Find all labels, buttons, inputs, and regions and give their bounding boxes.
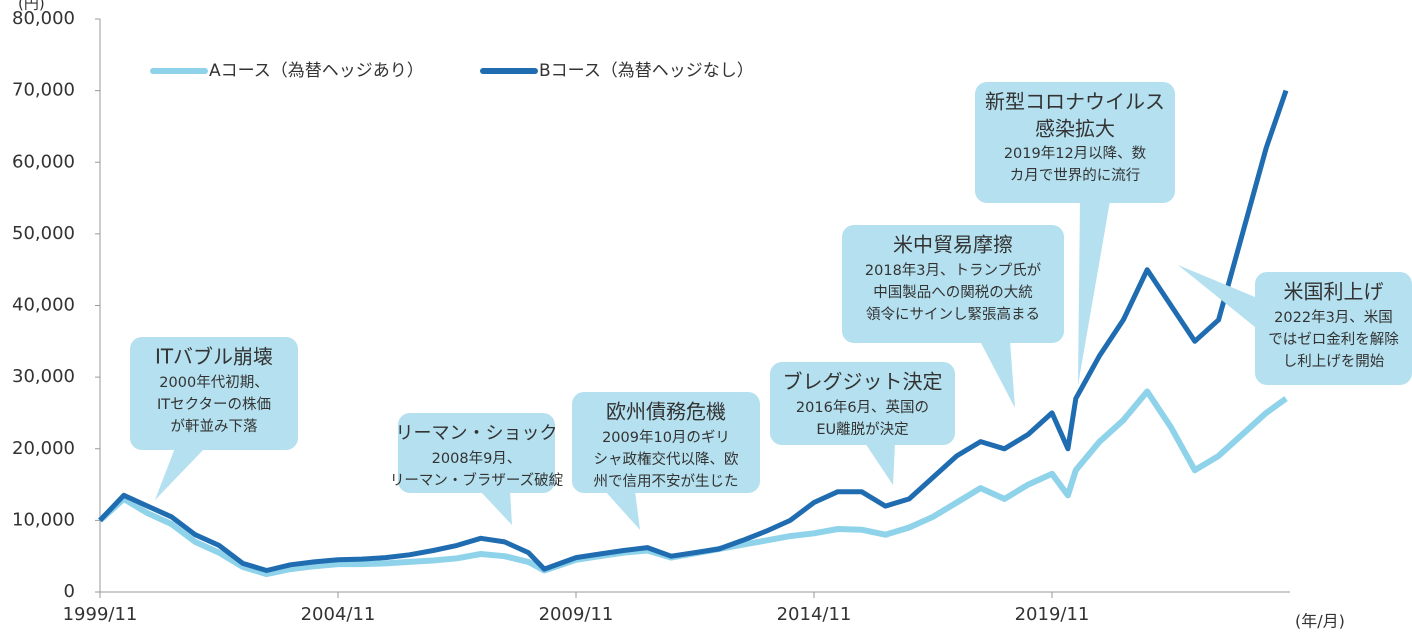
callout-text: が軒並み下落	[171, 418, 258, 435]
callout-text: リーマン・ブラザーズ破綻	[390, 471, 564, 489]
legend-label: Bコース（為替ヘッジなし）	[539, 61, 754, 81]
x-tick-label: 2009/11	[539, 604, 614, 625]
legend-label: Aコース（為替ヘッジあり）	[209, 61, 424, 81]
callout-text: 2016年6月、英国の	[796, 398, 929, 416]
callout-box	[398, 413, 555, 493]
callout-box	[842, 225, 1064, 343]
callout-text: ITセクターの株価	[157, 396, 271, 413]
x-tick-label: 1999/11	[63, 604, 138, 625]
callout-tail	[155, 448, 205, 500]
callout-title: 新型コロナウイルス	[985, 90, 1165, 114]
callout-title: ITバブル崩壊	[155, 345, 273, 369]
callout-tail	[1178, 265, 1255, 327]
callout-text: 2018年3月、トランプ氏が	[865, 262, 1042, 279]
callout-box	[572, 392, 760, 493]
x-tick-label: 2014/11	[777, 604, 852, 625]
y-tick-label: 10,000	[12, 509, 75, 530]
callout-tail	[480, 491, 512, 525]
y-tick-label: 80,000	[12, 8, 75, 29]
callout-text: 州で信用不安が生じた	[594, 473, 739, 490]
callout: ブレグジット決定 2016年6月、英国の EU離脱が決定	[770, 362, 955, 485]
callout-text: EU離脱が決定	[816, 420, 908, 438]
callout-box	[1255, 272, 1412, 385]
callout: 米中貿易摩擦 2018年3月、トランプ氏が中国製品への関税の大統領令にサインし緊張…	[842, 225, 1064, 408]
callout-text: 2000年代初期、	[159, 374, 268, 391]
callout-text: ではゼロ金利を解除	[1268, 331, 1399, 348]
y-tick-label: 30,000	[12, 366, 75, 387]
x-axis-unit: (年/月)	[1295, 612, 1345, 631]
callout-text: 感染拡大	[1035, 117, 1115, 141]
callout-tail	[980, 341, 1015, 408]
callout-text: 2009年10月のギリ	[602, 429, 730, 446]
y-tick-label: 20,000	[12, 438, 75, 459]
callout-text: 2008年9月、	[432, 450, 522, 467]
callout: リーマン・ショック 2008年9月、リーマン・ブラザーズ破綻	[390, 413, 564, 525]
y-tick-label: 40,000	[12, 295, 75, 316]
callout-title: ブレグジット決定	[783, 370, 943, 394]
callout-text: 中国製品への関税の大統	[873, 284, 1033, 301]
callout-box	[130, 337, 298, 450]
callout-text: し利上げを開始	[1283, 353, 1385, 370]
callout-text: シャ政権交代以降、欧	[594, 450, 739, 468]
callout-text: カ月で世界的に流行	[1010, 167, 1141, 184]
y-tick-label: 50,000	[12, 223, 75, 244]
callout-title: 欧州債務危機	[606, 400, 726, 424]
callout-box	[770, 362, 955, 445]
x-tick-label: 2019/11	[1015, 604, 1090, 625]
y-tick-label: 60,000	[12, 151, 75, 172]
callout-title: 米中貿易摩擦	[893, 233, 1013, 257]
callout-title: リーマン・ショック	[396, 423, 558, 444]
callout-text: 領令にサインし緊張高まる	[866, 306, 1040, 323]
callout-title: 米国利上げ	[1284, 280, 1384, 304]
callout-tail	[1078, 201, 1110, 385]
y-axis-unit: (円)	[18, 0, 45, 13]
callout-tail	[865, 443, 895, 485]
y-tick-label: 70,000	[12, 80, 75, 101]
series-line	[98, 89, 1289, 573]
callout-box	[975, 82, 1175, 203]
callout-text: 2022年3月、米国	[1274, 309, 1393, 326]
y-tick-label: 0	[64, 581, 75, 602]
callout-tail	[605, 491, 640, 530]
x-tick-label: 2004/11	[301, 604, 376, 625]
callout-text: 2019年12月以降、数	[1004, 145, 1147, 162]
